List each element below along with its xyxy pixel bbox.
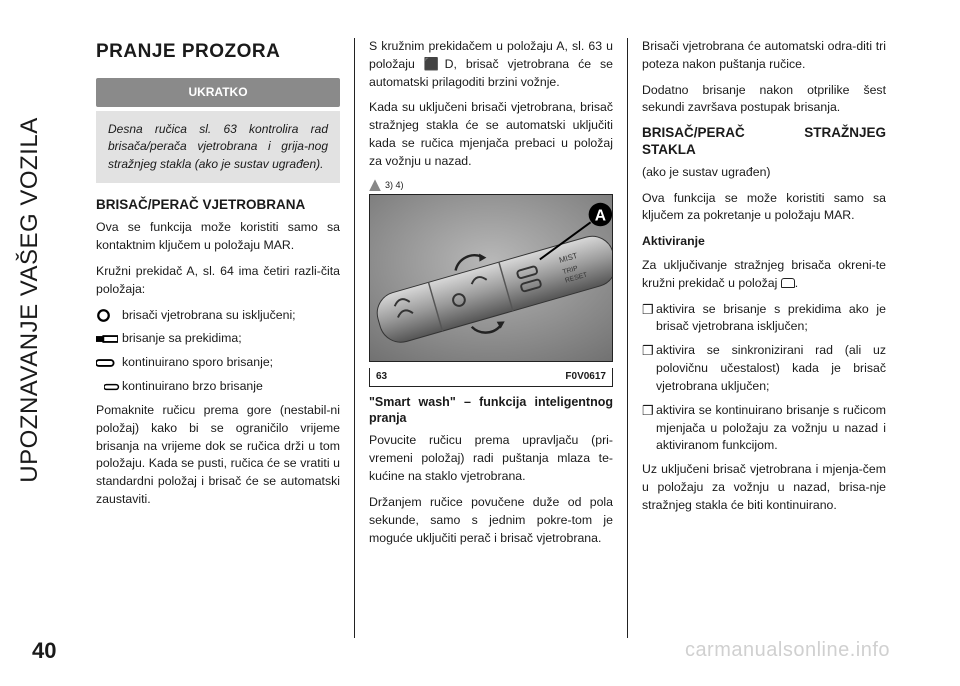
paragraph: Pomaknite ručicu prema gore (nestabil-ni… bbox=[96, 402, 340, 509]
paragraph: Kada su uključeni brisači vjetrobrana, b… bbox=[369, 99, 613, 170]
mode-slow: kontinuirano sporo brisanje; bbox=[96, 354, 340, 372]
section-label: UPOZNAVANJE VAŠEG VOZILA bbox=[16, 117, 44, 482]
content-columns: PRANJE PROZORA UKRATKO Desna ručica sl. … bbox=[82, 38, 900, 638]
paragraph: Ova funkcija se može koristiti samo sa k… bbox=[642, 190, 886, 226]
paragraph: Povucite ručicu prema upravljaču (pri-vr… bbox=[369, 432, 613, 485]
paragraph: Držanjem ručice povučene duže od pola se… bbox=[369, 494, 613, 547]
wiper-off-icon bbox=[96, 308, 122, 323]
paragraph: S kružnim prekidačem u položaju A, sl. 6… bbox=[369, 38, 613, 91]
summary-box: Desna ručica sl. 63 kontrolira rad brisa… bbox=[96, 111, 340, 183]
paragraph: Uz uključeni brisač vjetrobrana i mjenja… bbox=[642, 461, 886, 514]
warning-refs: 3) 4) bbox=[369, 179, 613, 192]
summary-pill: UKRATKO bbox=[96, 78, 340, 107]
paragraph: Ova se funkcija može koristiti samo sa k… bbox=[96, 219, 340, 255]
list-item: ❒aktivira se kontinuirano brisanje s ruč… bbox=[642, 402, 886, 455]
watermark: carmanualsonline.info bbox=[685, 639, 890, 662]
list-item: ❒aktivira se brisanje s prekidima ako je… bbox=[642, 301, 886, 337]
subsection-title: BRISAČ/PERAČ STRAŽNJEG STAKLA bbox=[642, 125, 886, 157]
manual-page: UPOZNAVANJE VAŠEG VOZILA 40 carmanualson… bbox=[0, 0, 960, 686]
wiper-fast-icon bbox=[96, 381, 122, 393]
smart-wash-title: "Smart wash" – funkcija inteligentnog pr… bbox=[369, 395, 613, 426]
paragraph: (ako je sustav ugrađen) bbox=[642, 164, 886, 182]
paragraph: Brisači vjetrobrana će automatski odra-d… bbox=[642, 38, 886, 74]
paragraph: Dodatno brisanje nakon otprilike šest se… bbox=[642, 82, 886, 118]
figure-63: 3) 4) bbox=[369, 179, 613, 387]
subsection-title: BRISAČ/PERAČ VJETROBRANA bbox=[96, 197, 340, 213]
column-2: S kružnim prekidačem u položaju A, sl. 6… bbox=[354, 38, 627, 638]
paragraph: Za uključivanje stražnjeg brisača okreni… bbox=[642, 257, 886, 293]
svg-text:A: A bbox=[595, 207, 606, 224]
mode-intermittent: brisanje sa prekidima; bbox=[96, 330, 340, 348]
wiper-intermittent-icon bbox=[96, 333, 122, 345]
column-3: Brisači vjetrobrana će automatski odra-d… bbox=[627, 38, 900, 638]
page-number: 40 bbox=[32, 638, 56, 664]
warning-icon bbox=[369, 179, 381, 191]
mode-fast: kontinuirano brzo brisanje bbox=[96, 378, 340, 396]
wiper-slow-icon bbox=[96, 357, 122, 369]
paragraph: Kružni prekidač A, sl. 64 ima četiri raz… bbox=[96, 263, 340, 299]
activation-heading: Aktiviranje bbox=[642, 233, 886, 251]
column-1: PRANJE PROZORA UKRATKO Desna ručica sl. … bbox=[82, 38, 354, 638]
figure-caption: 63 F0V0617 bbox=[369, 368, 613, 388]
list-item: ❒aktivira se sinkronizirani rad (ali uz … bbox=[642, 342, 886, 395]
rear-window-icon bbox=[781, 278, 795, 288]
mode-off: brisači vjetrobrana su isključeni; bbox=[96, 307, 340, 325]
main-title: PRANJE PROZORA bbox=[96, 38, 340, 66]
figure-number: 63 bbox=[376, 370, 387, 385]
wiper-stalk-illustration: MIST TRIP RESET A bbox=[369, 194, 613, 362]
figure-code: F0V0617 bbox=[565, 370, 606, 385]
